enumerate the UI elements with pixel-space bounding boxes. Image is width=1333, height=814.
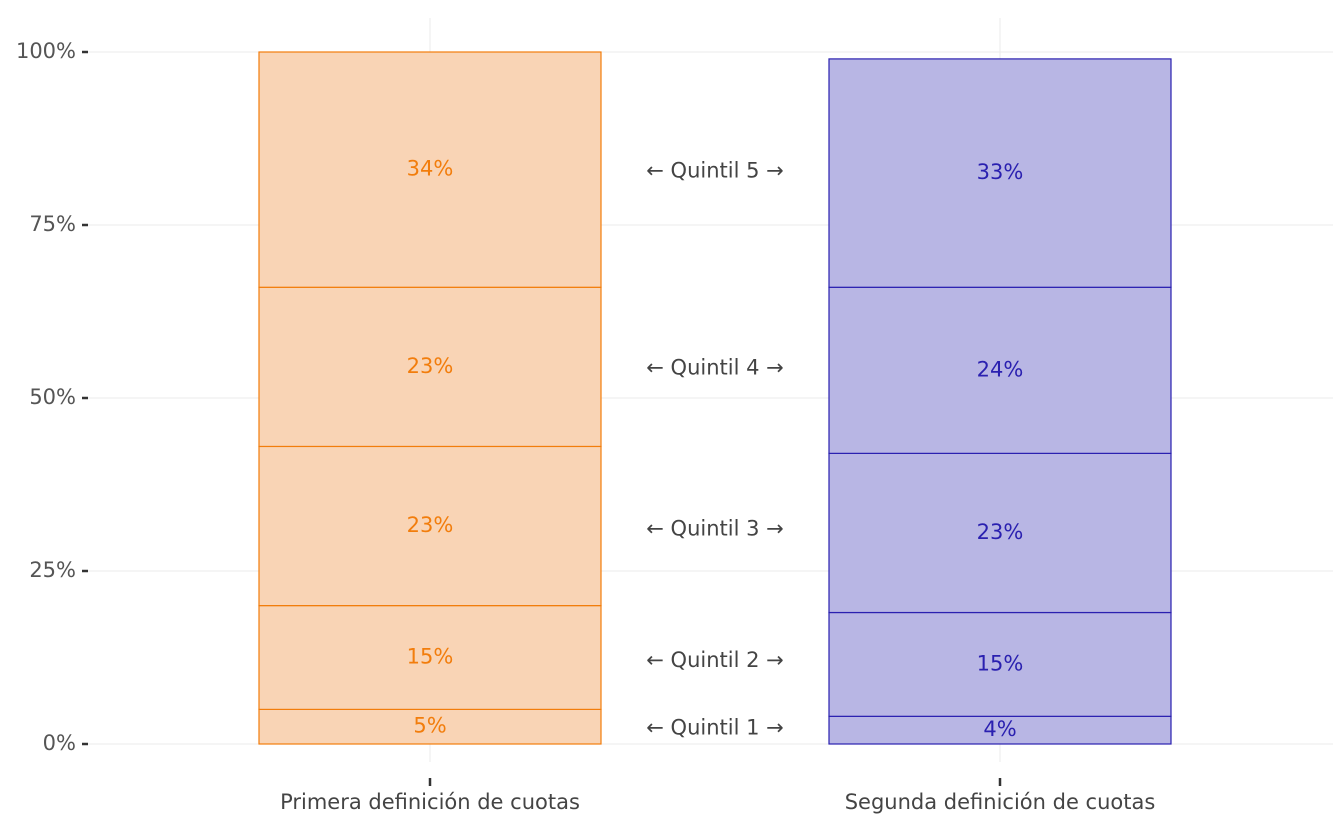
data-label: 23%	[977, 520, 1024, 544]
bar-segment	[828, 58, 1172, 288]
series-label: ← Quintil 5 →	[646, 158, 783, 182]
y-tick-label: 0%	[43, 731, 76, 755]
data-label: 33%	[977, 160, 1024, 184]
series-label: ← Quintil 2 →	[646, 648, 783, 672]
series-label: ← Quintil 3 →	[646, 516, 783, 540]
y-tick-label: 25%	[29, 558, 76, 582]
x-tick-label: Primera definición de cuotas	[280, 790, 580, 814]
data-label: 23%	[407, 354, 454, 378]
data-label: 4%	[983, 717, 1016, 741]
bar-segment	[828, 715, 1172, 745]
data-label: 23%	[407, 513, 454, 537]
data-label: 5%	[413, 714, 446, 738]
bar-segment	[258, 708, 602, 745]
bar-segment	[258, 51, 602, 288]
bar-segment	[258, 604, 602, 710]
y-tick-label: 50%	[29, 385, 76, 409]
bar-segment	[828, 286, 1172, 454]
series-label: ← Quintil 4 →	[646, 356, 783, 380]
bar-segment	[828, 611, 1172, 717]
series-label: ← Quintil 1 →	[646, 715, 783, 739]
bar-segment	[828, 452, 1172, 614]
data-label: 34%	[407, 157, 454, 181]
x-tick-label: Segunda definición de cuotas	[845, 790, 1156, 814]
y-tick-label: 75%	[29, 212, 76, 236]
y-tick-label: 100%	[16, 39, 76, 63]
data-label: 15%	[977, 651, 1024, 675]
data-label: 15%	[407, 645, 454, 669]
data-label: 24%	[977, 357, 1024, 381]
